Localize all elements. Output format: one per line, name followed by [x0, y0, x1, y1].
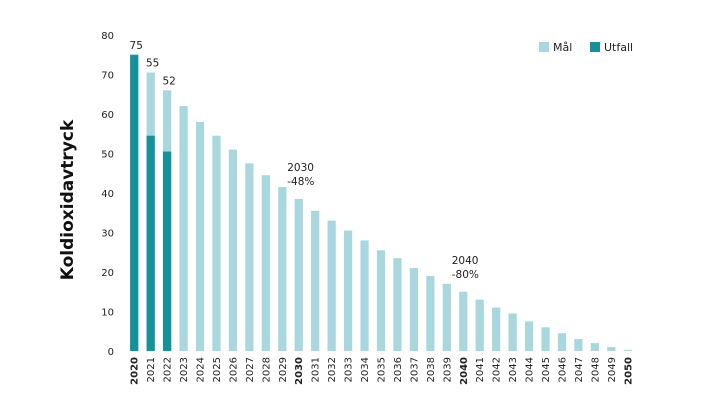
x-tick-label: 2031	[311, 357, 322, 382]
x-tick-label: 2028	[261, 357, 272, 382]
target-bar	[623, 349, 632, 351]
target-bar	[442, 283, 451, 351]
legend-swatch	[539, 42, 549, 52]
x-tick-label: 2020	[130, 357, 141, 385]
data-label: 55	[146, 58, 159, 70]
x-tick-label: 2046	[557, 357, 568, 382]
target-bar	[607, 347, 616, 351]
legend: Mål Utfall	[539, 41, 633, 54]
x-tick-label: 2027	[245, 357, 256, 382]
x-tick-label: 2039	[442, 357, 453, 382]
target-bar	[459, 291, 468, 351]
target-bar	[278, 187, 287, 351]
legend-label: Mål	[553, 41, 572, 54]
y-tick-label: 80	[101, 31, 114, 42]
annotations: 2030 -48% 2040 -80%	[287, 162, 479, 281]
x-tick-label: 2030	[294, 357, 305, 385]
target-series	[130, 54, 632, 352]
target-bar	[492, 307, 501, 351]
x-tick-label: 2036	[393, 357, 404, 382]
x-tick-label: 2026	[228, 357, 239, 382]
actual-series	[130, 54, 172, 351]
x-tick-label: 2025	[212, 357, 223, 382]
x-tick-label: 2038	[426, 357, 437, 382]
annotation-year: 2030	[287, 162, 314, 174]
y-axis-label: Koldioxidavtryck	[58, 119, 78, 280]
annotation-change: -80%	[452, 269, 479, 281]
target-bar	[508, 313, 517, 351]
target-bar	[590, 343, 599, 351]
target-bar	[294, 198, 303, 351]
annotation-year: 2040	[452, 255, 479, 267]
x-tick-label: 2034	[360, 357, 371, 382]
x-tick-label: 2045	[541, 357, 552, 382]
annotation-change: -48%	[287, 176, 314, 188]
target-bar	[475, 299, 484, 351]
x-tick-label: 2032	[327, 357, 338, 382]
target-bar	[343, 230, 353, 351]
x-tick-label: 2047	[574, 357, 585, 382]
target-bar	[541, 327, 550, 351]
y-tick-label: 0	[108, 347, 114, 358]
target-bar	[327, 220, 336, 351]
y-tick-label: 70	[101, 71, 114, 82]
x-tick-label: 2022	[163, 357, 174, 382]
target-bar	[261, 175, 270, 351]
x-tick-label: 2044	[525, 357, 536, 382]
actual-bar	[146, 135, 155, 351]
legend-label: Utfall	[604, 41, 633, 54]
x-tick-label: 2040	[459, 357, 470, 385]
y-tick-label: 30	[101, 229, 114, 240]
target-bar	[557, 333, 567, 351]
y-tick-label: 60	[101, 110, 114, 121]
target-bar	[524, 321, 534, 351]
target-bar	[228, 149, 238, 351]
x-tick-label: 2050	[623, 357, 634, 385]
x-tick-label: 2033	[344, 357, 355, 382]
legend-swatch	[590, 42, 600, 52]
actual-bar	[163, 151, 172, 351]
x-tick-label: 2037	[409, 357, 420, 382]
y-tick-label: 20	[101, 268, 114, 279]
x-tick-label: 2024	[196, 357, 207, 382]
target-bar	[179, 106, 188, 351]
x-tick-label: 2041	[475, 357, 486, 382]
y-tick-label: 10	[101, 308, 114, 319]
x-tick-label: 2023	[179, 357, 190, 382]
y-tick-label: 50	[101, 150, 114, 161]
data-label: 75	[130, 40, 143, 52]
target-bar	[393, 258, 402, 351]
data-label: 52	[162, 75, 175, 87]
x-tick-label: 2021	[146, 357, 157, 382]
x-tick-label: 2049	[607, 357, 618, 382]
y-tick-label: 40	[101, 189, 114, 200]
target-bar	[426, 275, 435, 351]
target-bar	[376, 250, 386, 351]
target-bar	[195, 121, 205, 352]
actual-bar	[130, 54, 139, 351]
target-bar	[360, 240, 369, 351]
x-axis: 2020 2021 2022 2023 2024 2025 2026 2027 2028 2029…	[130, 357, 635, 385]
target-bar	[245, 163, 254, 351]
x-tick-label: 2043	[508, 357, 519, 382]
x-tick-label: 2035	[377, 357, 388, 382]
x-tick-label: 2048	[590, 357, 601, 382]
target-bar	[574, 339, 583, 351]
x-tick-label: 2029	[278, 357, 289, 382]
target-bar	[311, 210, 320, 351]
target-bar	[409, 268, 419, 351]
x-tick-label: 2042	[492, 357, 503, 382]
y-axis: 0 10 20 30 40 50 60 70 80	[101, 31, 114, 358]
target-bar	[212, 135, 221, 351]
